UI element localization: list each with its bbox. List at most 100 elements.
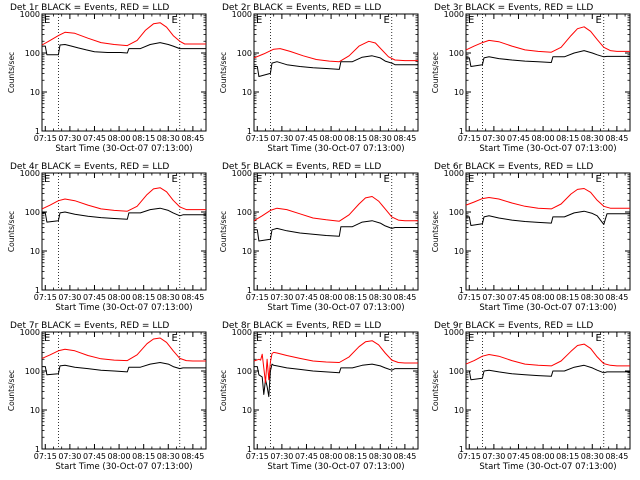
corner-mark-left: E <box>44 15 50 26</box>
y-tick-label: 1 <box>35 286 40 295</box>
plot-frame <box>253 13 419 132</box>
x-tick-label: 07:15 <box>458 293 481 302</box>
y-tick-label: 1000 <box>20 10 40 19</box>
corner-mark-left: E <box>256 15 262 26</box>
x-tick-label: 08:15 <box>556 134 579 143</box>
y-tick-label: 100 <box>449 367 464 376</box>
corner-mark-left: E <box>468 174 474 185</box>
x-tick-label: 07:15 <box>34 134 57 143</box>
x-axis-label: Start Time (30-Oct-07 07:13:00) <box>479 303 616 313</box>
x-tick-label: 08:00 <box>320 293 343 302</box>
series-line-lld <box>465 188 630 210</box>
plot-frame <box>465 331 631 450</box>
y-tick-label: 100 <box>237 208 252 217</box>
x-tick-label: 07:30 <box>58 293 81 302</box>
corner-mark-left: E <box>256 174 262 185</box>
x-tick-label: 08:30 <box>369 293 392 302</box>
y-tick-label: 100 <box>449 208 464 217</box>
series-line-lld <box>41 187 206 212</box>
corner-mark-right: E <box>384 333 390 344</box>
x-tick-label: 08:30 <box>581 452 604 461</box>
chart-title: Det 9r BLACK = Events, RED = LLD <box>434 321 593 331</box>
plot-frame <box>465 13 631 132</box>
x-tick-label: 08:30 <box>157 452 180 461</box>
y-tick-label: 10 <box>454 88 464 97</box>
plot-frame <box>41 331 207 450</box>
y-tick-label: 1 <box>459 286 464 295</box>
series-line-events <box>466 364 630 381</box>
x-tick-label: 07:45 <box>295 452 318 461</box>
series-line-events <box>42 42 206 56</box>
x-tick-label: 08:30 <box>581 293 604 302</box>
corner-mark-right: E <box>596 174 602 185</box>
series-line-lld <box>41 337 206 362</box>
y-tick-label: 10 <box>30 88 40 97</box>
y-tick-label: 10 <box>454 247 464 256</box>
x-tick-label: 08:45 <box>605 134 628 143</box>
plot-frame <box>41 172 207 291</box>
y-tick-label: 1 <box>35 127 40 136</box>
x-tick-label: 08:00 <box>108 452 131 461</box>
x-axis-label: Start Time (30-Oct-07 07:13:00) <box>479 144 616 154</box>
y-tick-label: 1000 <box>20 169 40 178</box>
plot-frame <box>41 13 207 132</box>
x-tick-label: 07:45 <box>507 293 530 302</box>
x-tick-label: 07:45 <box>507 452 530 461</box>
x-tick-label: 08:15 <box>556 293 579 302</box>
y-tick-label: 1000 <box>444 169 464 178</box>
chart-title: Det 2r BLACK = Events, RED = LLD <box>222 3 381 13</box>
y-axis-label: Counts/sec <box>431 370 440 411</box>
y-tick-label: 10 <box>242 406 252 415</box>
y-tick-label: 10 <box>30 406 40 415</box>
y-tick-label: 100 <box>237 367 252 376</box>
x-tick-label: 08:00 <box>320 134 343 143</box>
x-tick-label: 08:15 <box>132 452 155 461</box>
x-tick-label: 08:15 <box>132 134 155 143</box>
x-tick-label: 08:45 <box>393 293 416 302</box>
y-tick-label: 100 <box>25 49 40 58</box>
x-axis-label: Start Time (30-Oct-07 07:13:00) <box>267 144 404 154</box>
corner-mark-left: E <box>256 333 262 344</box>
x-tick-label: 07:15 <box>246 452 269 461</box>
x-tick-label: 07:45 <box>83 134 106 143</box>
y-tick-label: 100 <box>237 49 252 58</box>
x-axis-label: Start Time (30-Oct-07 07:13:00) <box>267 462 404 472</box>
y-tick-label: 1 <box>247 127 252 136</box>
x-tick-label: 07:45 <box>295 293 318 302</box>
x-tick-label: 07:45 <box>295 134 318 143</box>
y-axis-label: Counts/sec <box>431 211 440 252</box>
y-tick-label: 10 <box>242 247 252 256</box>
chart-title: Det 8r BLACK = Events, RED = LLD <box>222 321 381 331</box>
series-line-lld <box>465 26 630 53</box>
chart-title: Det 6r BLACK = Events, RED = LLD <box>434 162 593 172</box>
series-line-lld <box>465 343 630 367</box>
x-tick-label: 08:00 <box>532 134 555 143</box>
corner-mark-left: E <box>44 333 50 344</box>
x-tick-label: 07:15 <box>246 134 269 143</box>
x-tick-label: 08:15 <box>344 134 367 143</box>
x-tick-label: 07:45 <box>83 293 106 302</box>
y-tick-label: 1000 <box>20 328 40 337</box>
corner-mark-left: E <box>44 174 50 185</box>
x-tick-label: 08:00 <box>320 452 343 461</box>
y-tick-label: 100 <box>449 49 464 58</box>
x-tick-label: 08:30 <box>157 293 180 302</box>
x-axis-label: Start Time (30-Oct-07 07:13:00) <box>55 462 192 472</box>
x-tick-label: 08:00 <box>108 134 131 143</box>
corner-mark-right: E <box>172 333 178 344</box>
corner-mark-right: E <box>384 174 390 185</box>
y-tick-label: 1000 <box>444 328 464 337</box>
x-axis-label: Start Time (30-Oct-07 07:13:00) <box>479 462 616 472</box>
x-tick-label: 08:15 <box>344 452 367 461</box>
x-tick-label: 08:00 <box>108 293 131 302</box>
corner-mark-right: E <box>172 15 178 26</box>
x-tick-label: 08:00 <box>532 452 555 461</box>
x-axis-label: Start Time (30-Oct-07 07:13:00) <box>55 144 192 154</box>
x-tick-label: 07:45 <box>507 134 530 143</box>
x-tick-label: 07:30 <box>270 134 293 143</box>
